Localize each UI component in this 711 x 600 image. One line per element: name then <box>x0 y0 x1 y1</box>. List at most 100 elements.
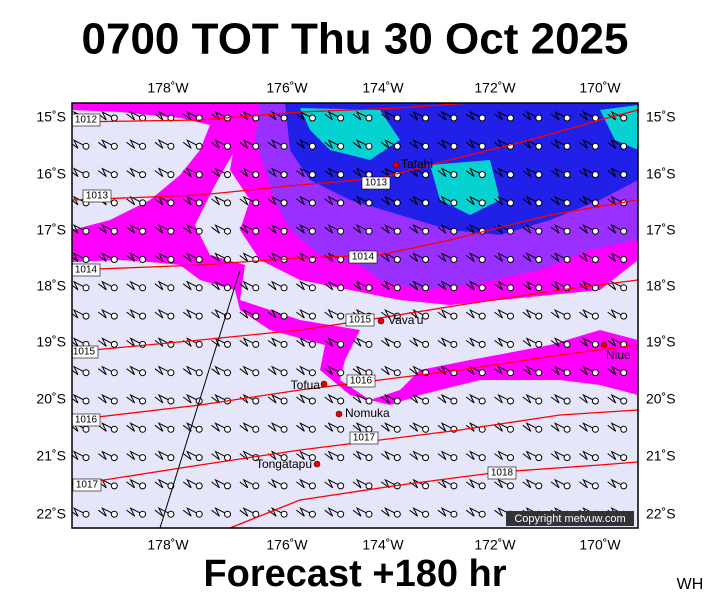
barb-station <box>535 369 543 377</box>
barb <box>239 308 257 319</box>
barb <box>98 450 115 460</box>
barb <box>352 195 370 206</box>
barb <box>72 139 87 149</box>
barb-station <box>167 369 175 377</box>
barb-station <box>280 227 288 235</box>
barb <box>182 422 200 432</box>
barb <box>381 422 398 432</box>
barb-station <box>224 454 231 462</box>
barb-station <box>393 227 401 235</box>
barb-station <box>280 284 288 292</box>
copyright-box <box>506 511 634 526</box>
barb <box>98 337 115 347</box>
place-dot <box>377 317 385 325</box>
barb <box>550 110 568 121</box>
barb-station <box>280 482 288 490</box>
barb-station <box>620 171 628 179</box>
barb-station <box>167 397 175 405</box>
barb-station <box>308 454 316 462</box>
barb <box>239 478 257 489</box>
barb <box>324 110 341 121</box>
barb-station <box>450 340 458 348</box>
barb-station <box>563 227 571 235</box>
barb <box>72 507 87 517</box>
barb <box>98 139 115 149</box>
lat-label-left: 17˚S <box>36 222 66 238</box>
barb-station <box>308 340 316 348</box>
barb <box>154 224 172 234</box>
barb-station <box>308 199 316 207</box>
barb <box>494 337 511 347</box>
isobar-label-box <box>487 466 517 480</box>
barb-station <box>478 510 486 518</box>
barb-station <box>591 171 599 179</box>
barb <box>239 139 257 149</box>
barb <box>409 224 426 234</box>
barb <box>465 337 483 347</box>
barb-station <box>507 312 514 320</box>
barb <box>211 110 228 121</box>
barb-station <box>422 510 430 518</box>
barb <box>579 252 596 262</box>
barb <box>550 280 568 291</box>
barb-station <box>535 312 543 320</box>
barb-station <box>620 454 628 462</box>
isobar-label: 1015 <box>73 347 96 358</box>
barb-station <box>620 397 628 405</box>
barb <box>494 365 511 376</box>
barb-station <box>224 425 231 433</box>
barb <box>239 422 257 432</box>
barb <box>352 280 370 291</box>
barb-station <box>393 454 401 462</box>
barb-station <box>535 199 543 207</box>
barb-station <box>280 114 288 122</box>
barb-station <box>139 227 147 235</box>
lon-label-top: 178˚W <box>147 80 189 96</box>
barb <box>550 252 568 262</box>
barb <box>154 167 172 177</box>
barb-station <box>337 369 345 377</box>
barb-station <box>535 482 543 490</box>
isobar-label: 1018 <box>491 468 514 479</box>
barb <box>437 450 455 460</box>
barb-station <box>139 312 147 320</box>
barb-station <box>82 142 90 150</box>
barb-station <box>110 284 118 292</box>
barb-station <box>337 171 345 179</box>
barb-station <box>365 425 373 433</box>
barb <box>494 110 511 121</box>
barb-station <box>280 171 288 179</box>
barb-station <box>422 340 430 348</box>
barb-station <box>167 227 175 235</box>
barb-station <box>110 369 118 377</box>
barb <box>72 167 87 177</box>
barb-station <box>224 482 231 490</box>
barb <box>211 252 228 262</box>
barb-station <box>563 312 571 320</box>
barb-station <box>195 199 203 207</box>
barb-station <box>252 482 260 490</box>
barb <box>352 422 370 432</box>
barb <box>72 365 87 376</box>
barb <box>267 422 285 432</box>
barb-station <box>563 482 571 490</box>
barb-station <box>591 369 599 377</box>
barb <box>550 139 568 149</box>
barb-station <box>422 482 430 490</box>
barb-station <box>252 171 260 179</box>
barb <box>239 280 257 291</box>
barb <box>409 450 426 460</box>
lat-label-right: 15˚S <box>646 109 676 125</box>
barb-station <box>167 510 175 518</box>
barb <box>72 393 87 404</box>
barb-station <box>507 425 514 433</box>
barb <box>494 195 511 206</box>
barb <box>550 365 568 376</box>
barb-station <box>139 454 147 462</box>
barb <box>409 393 426 404</box>
barb <box>126 252 143 262</box>
barb <box>550 450 568 460</box>
barb <box>267 252 285 262</box>
lat-label-right: 16˚S <box>646 166 676 182</box>
